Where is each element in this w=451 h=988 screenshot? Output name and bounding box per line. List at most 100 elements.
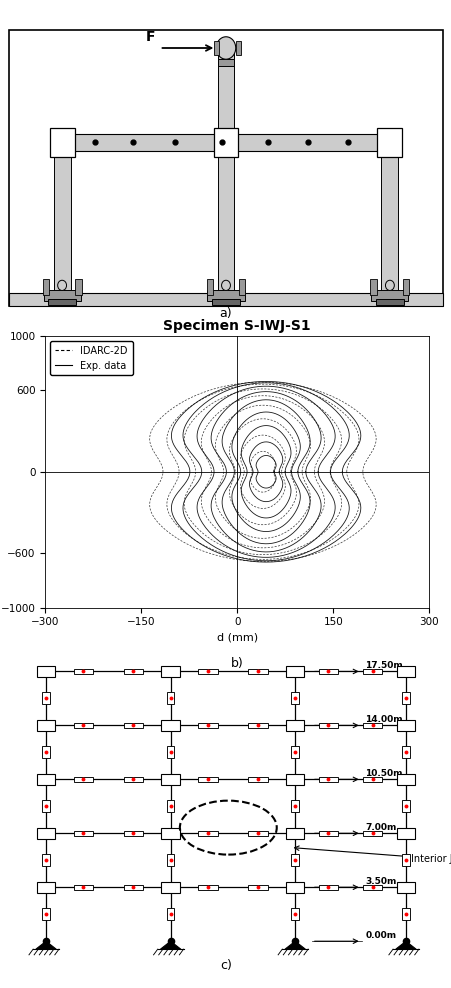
Bar <box>166 693 174 704</box>
Bar <box>74 831 93 836</box>
Bar <box>285 719 304 731</box>
Bar <box>362 723 382 728</box>
Bar <box>198 777 217 782</box>
Bar <box>42 800 50 812</box>
Bar <box>217 150 234 293</box>
Bar <box>37 828 55 839</box>
Bar <box>198 885 217 889</box>
Bar <box>161 666 179 677</box>
Bar <box>42 855 50 866</box>
Bar <box>370 290 408 300</box>
Bar <box>50 128 74 157</box>
Bar <box>123 885 143 889</box>
Bar <box>74 885 93 889</box>
Bar <box>248 831 267 836</box>
Bar <box>74 669 93 674</box>
Circle shape <box>385 281 393 290</box>
Bar <box>161 774 179 785</box>
Bar <box>248 723 267 728</box>
Bar <box>362 777 382 782</box>
Bar <box>377 128 401 157</box>
Bar <box>62 134 389 150</box>
Circle shape <box>221 281 230 290</box>
Bar <box>217 54 234 66</box>
Bar <box>123 723 143 728</box>
Bar <box>248 777 267 782</box>
Polygon shape <box>160 942 180 949</box>
Polygon shape <box>285 942 305 949</box>
Bar <box>37 719 55 731</box>
Bar <box>207 290 244 300</box>
Bar <box>198 669 217 674</box>
Bar <box>401 855 409 866</box>
Bar <box>42 908 50 920</box>
Bar <box>166 908 174 920</box>
Bar <box>318 777 337 782</box>
Bar <box>362 669 382 674</box>
Bar <box>248 669 267 674</box>
Bar <box>48 298 76 304</box>
Bar <box>291 908 299 920</box>
Bar <box>396 774 414 785</box>
Bar <box>213 128 238 157</box>
Bar <box>401 908 409 920</box>
Legend: IDARC-2D, Exp. data: IDARC-2D, Exp. data <box>50 341 132 375</box>
Bar <box>291 746 299 759</box>
Bar <box>213 41 218 54</box>
Bar <box>396 828 414 839</box>
Bar <box>401 693 409 704</box>
Bar <box>166 855 174 866</box>
Bar <box>206 280 212 294</box>
Bar <box>401 746 409 759</box>
Bar <box>161 719 179 731</box>
Bar <box>396 719 414 731</box>
Bar <box>248 885 267 889</box>
Bar <box>42 280 49 294</box>
Bar <box>123 831 143 836</box>
Bar <box>291 693 299 704</box>
Bar <box>217 57 234 134</box>
Bar <box>285 774 304 785</box>
Bar <box>37 881 55 893</box>
Text: c): c) <box>220 959 231 972</box>
Bar <box>166 746 174 759</box>
Bar <box>375 298 403 304</box>
Bar <box>42 693 50 704</box>
Bar <box>235 41 240 54</box>
Bar <box>42 746 50 759</box>
Bar <box>43 290 81 300</box>
Bar <box>369 280 376 294</box>
Bar <box>402 280 409 294</box>
Bar <box>74 777 93 782</box>
Bar <box>318 723 337 728</box>
Bar <box>166 800 174 812</box>
Bar <box>54 150 70 293</box>
Bar <box>37 774 55 785</box>
Bar <box>217 47 234 59</box>
Bar <box>123 777 143 782</box>
Bar <box>318 831 337 836</box>
Bar <box>291 855 299 866</box>
Text: Interior Join: Interior Join <box>294 846 451 864</box>
Bar <box>285 881 304 893</box>
Bar <box>396 666 414 677</box>
Text: 7.00m: 7.00m <box>364 823 396 832</box>
Bar <box>75 280 82 294</box>
Bar <box>198 723 217 728</box>
Bar <box>239 280 245 294</box>
Text: a): a) <box>219 307 232 320</box>
Polygon shape <box>395 942 415 949</box>
Bar <box>318 885 337 889</box>
Bar <box>161 828 179 839</box>
Polygon shape <box>36 942 56 949</box>
Text: 14.00m: 14.00m <box>364 714 402 723</box>
Bar <box>74 723 93 728</box>
Bar <box>401 800 409 812</box>
Circle shape <box>216 37 235 59</box>
Bar <box>291 800 299 812</box>
Bar <box>123 669 143 674</box>
Bar <box>362 885 382 889</box>
Bar <box>285 828 304 839</box>
Bar <box>362 831 382 836</box>
Bar <box>9 293 442 306</box>
